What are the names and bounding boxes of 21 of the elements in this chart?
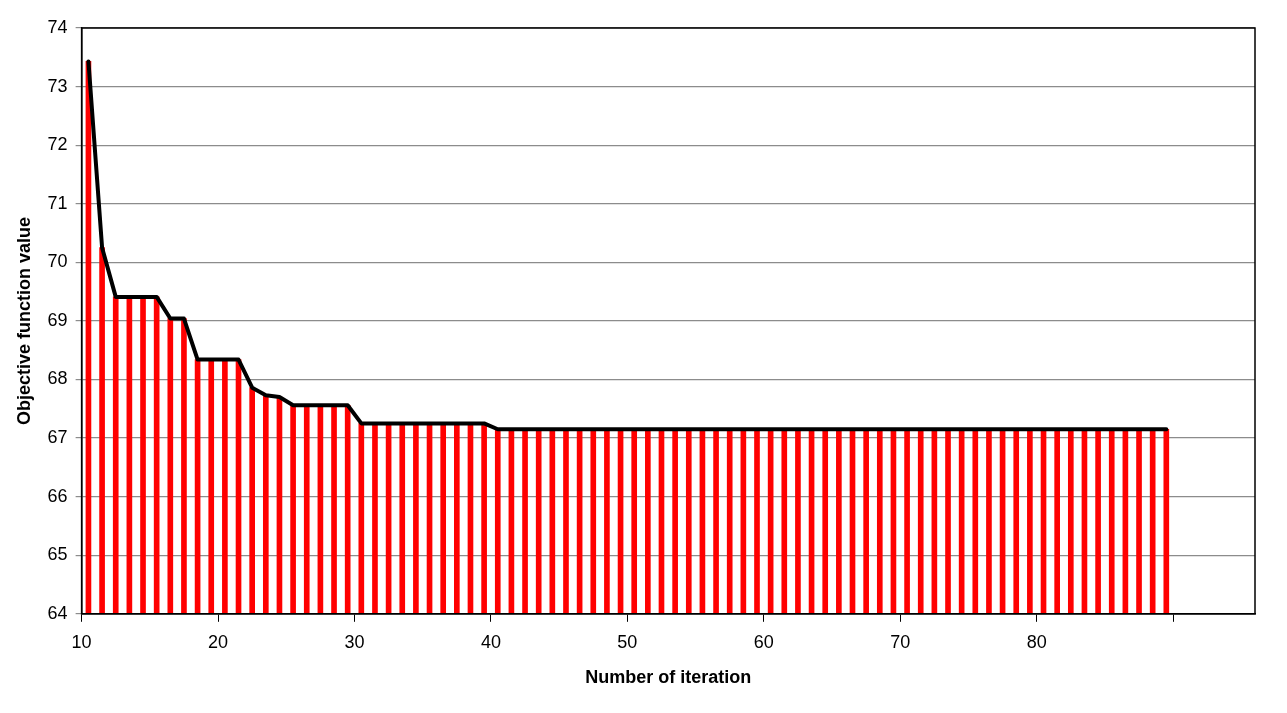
y-tick-label: 64 xyxy=(47,602,68,623)
x-tick-label: 80 xyxy=(1026,631,1047,652)
x-axis-title: Number of iteration xyxy=(585,667,752,688)
x-tick-label: 10 xyxy=(71,631,92,652)
y-tick-label: 65 xyxy=(47,544,68,565)
y-tick-label: 68 xyxy=(47,368,68,389)
y-tick-label: 73 xyxy=(47,75,68,96)
x-tick-label: 60 xyxy=(753,631,774,652)
y-tick-label: 71 xyxy=(47,192,68,213)
y-tick-label: 74 xyxy=(47,16,68,37)
y-tick-label: 67 xyxy=(47,427,68,448)
x-tick-label: 30 xyxy=(344,631,365,652)
x-tick-label: 20 xyxy=(208,631,229,652)
x-tick-label: 50 xyxy=(617,631,638,652)
x-tick-label: 40 xyxy=(480,631,501,652)
y-tick-label: 70 xyxy=(47,251,68,272)
x-tick-label: 70 xyxy=(890,631,911,652)
y-tick-label: 72 xyxy=(47,134,68,155)
y-axis-title: Objective function value xyxy=(13,216,34,425)
y-tick-label: 69 xyxy=(47,309,68,330)
y-tick-label: 66 xyxy=(47,485,68,506)
